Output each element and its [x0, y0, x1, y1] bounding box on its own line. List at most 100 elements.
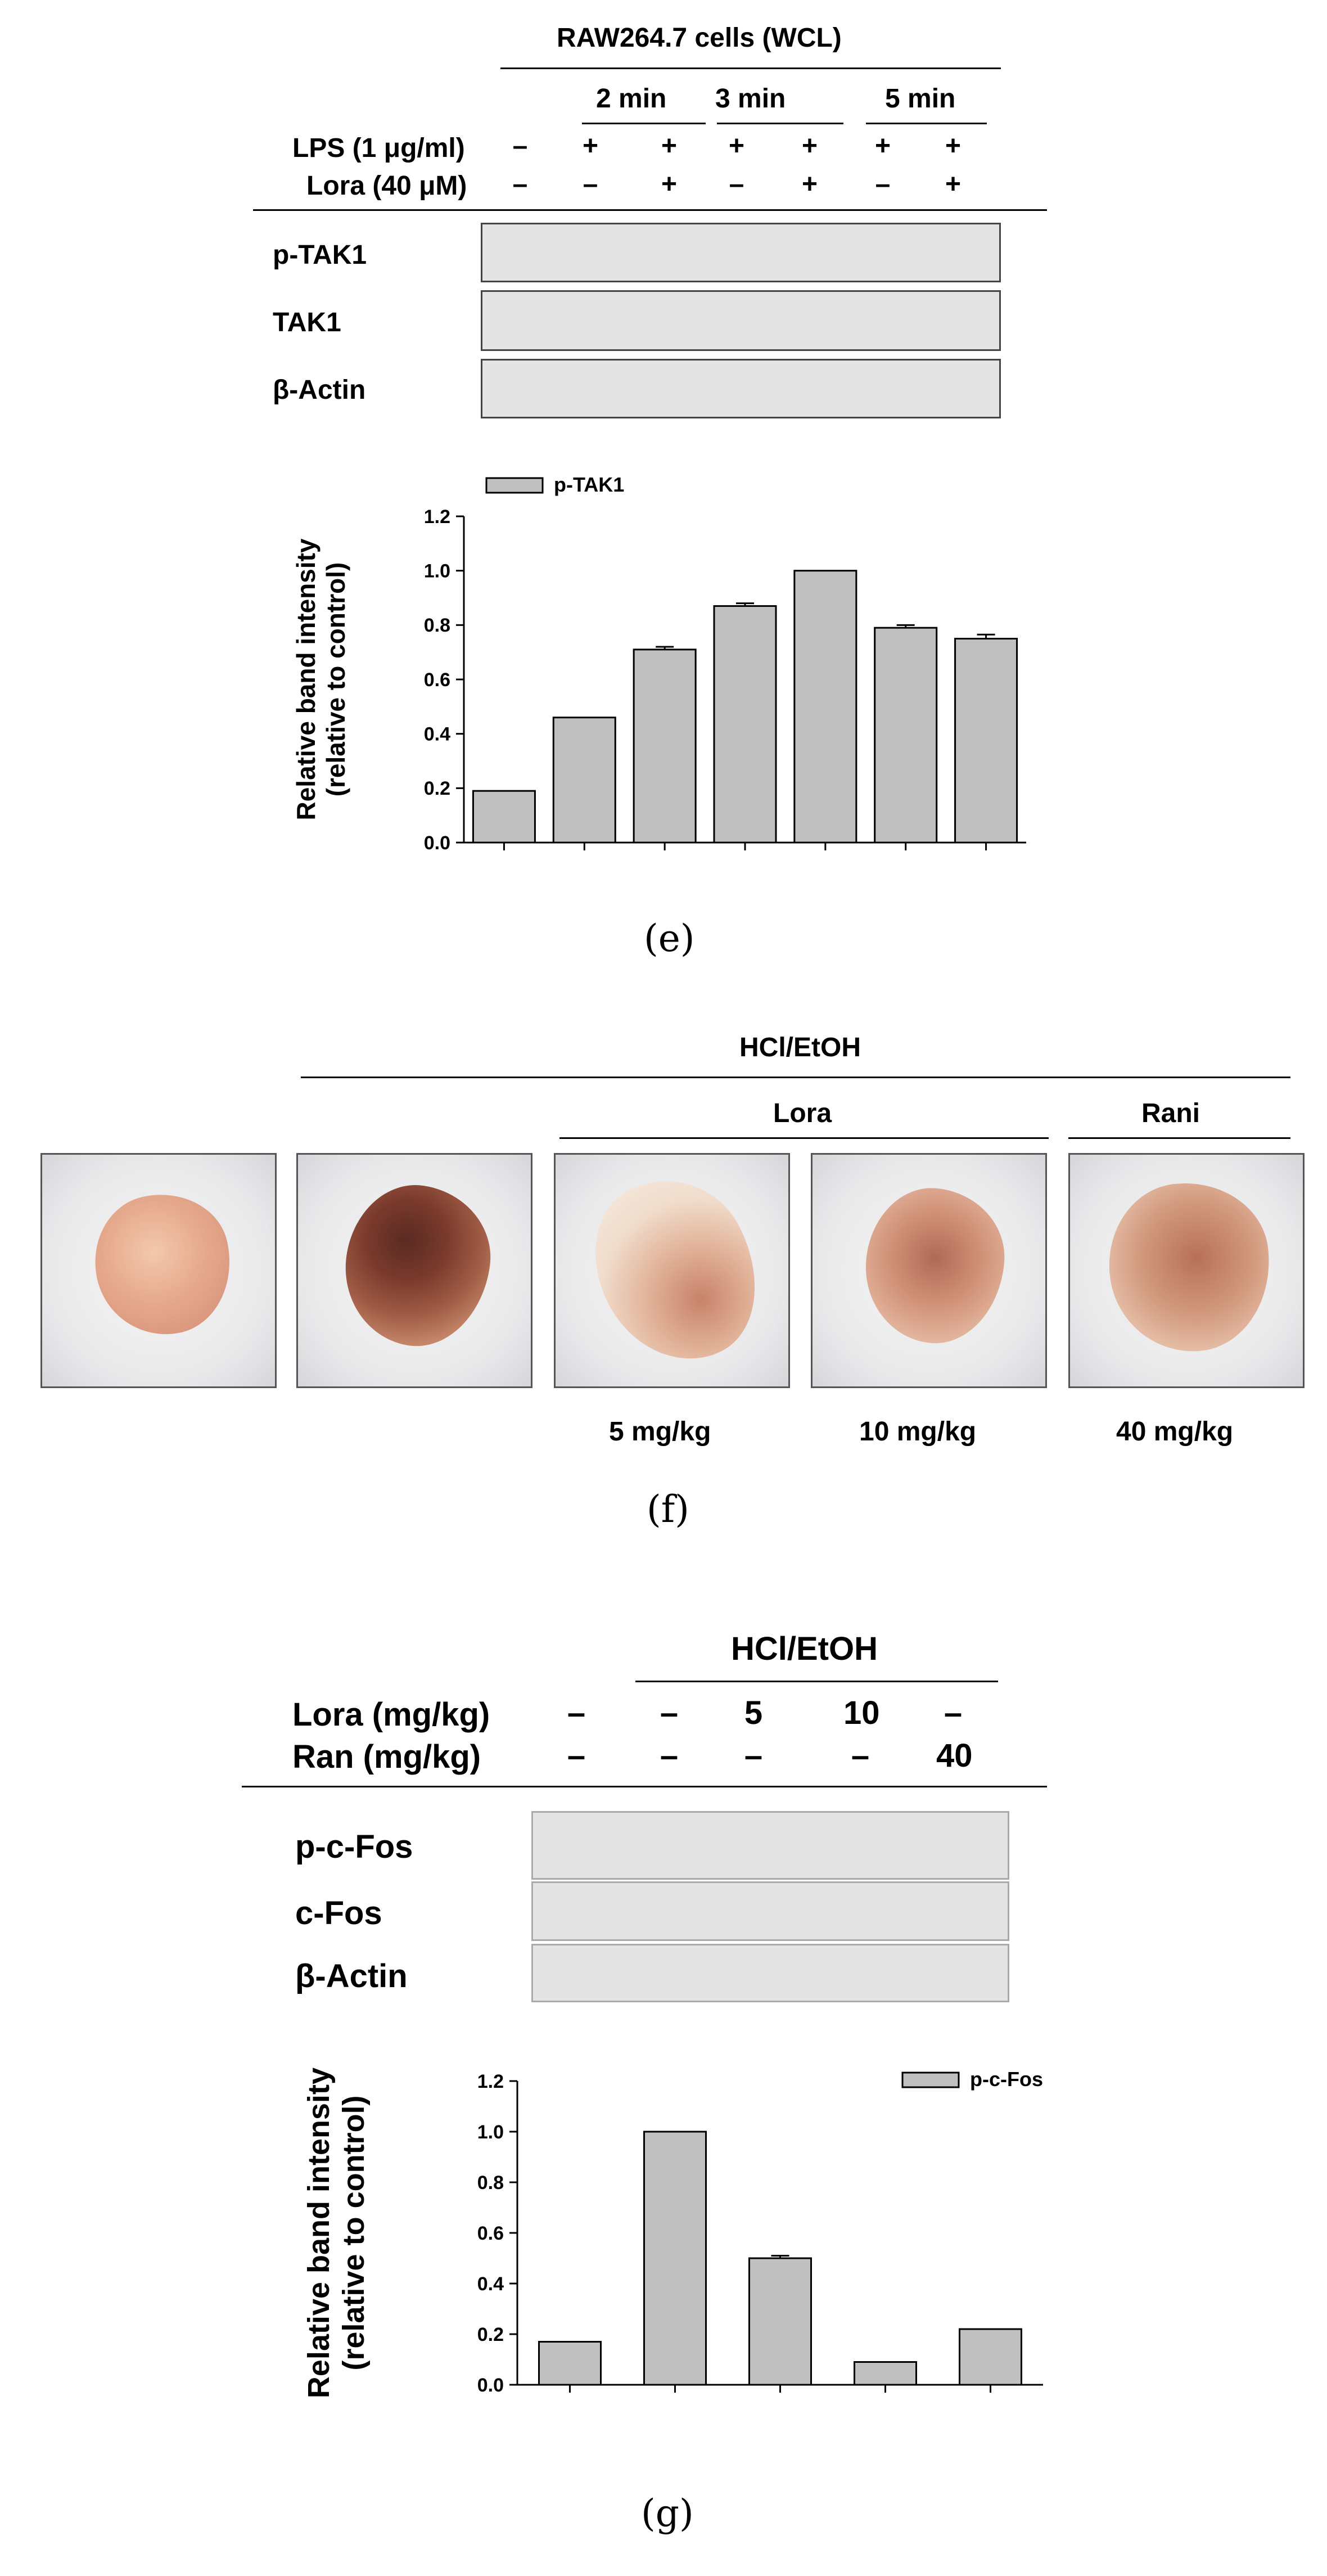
lora-dose-sign: 5	[744, 1695, 763, 1731]
lora-dose-sign: 10	[843, 1695, 880, 1731]
y-tick-label: 1.2	[477, 2071, 504, 2092]
panel-g-header: HCl/EtOH	[731, 1631, 878, 1667]
lora-dose-sign: –	[660, 1695, 679, 1731]
lps-sign: +	[874, 131, 891, 161]
group-line-rani	[1068, 1137, 1290, 1139]
y-axis-label: (relative to control)	[321, 562, 350, 797]
blot-band	[550, 1973, 629, 1974]
blot-label-tak1: TAK1	[273, 308, 341, 337]
blot-label-c-fos: c-Fos	[295, 1895, 382, 1931]
blot-band	[915, 1911, 988, 1912]
stomach-photo	[811, 1153, 1047, 1388]
bar	[854, 2361, 917, 2386]
stomach-photo	[1068, 1153, 1305, 1388]
lps-sign: +	[728, 131, 745, 161]
lora-dose-sign: –	[944, 1695, 963, 1731]
blot-band	[553, 1911, 626, 1912]
panel-e-header: RAW264.7 cells (WCL)	[557, 23, 842, 53]
bar	[793, 570, 857, 844]
row-label-lora: Lora (40 μM)	[306, 171, 467, 201]
legend-swatch	[485, 477, 544, 494]
bar	[748, 2257, 812, 2386]
panel-f-caption: (f)	[647, 1488, 689, 1531]
dose-label: 5 mg/kg	[609, 1417, 711, 1447]
stomach-photo	[296, 1153, 532, 1388]
lora-sign: –	[583, 169, 598, 199]
bar	[538, 2341, 602, 2386]
time-group-label: 2 min	[596, 84, 667, 114]
stomach-tissue	[335, 1176, 500, 1355]
y-tick-label: 0.6	[424, 669, 450, 691]
panel-e-header-line	[500, 67, 1001, 69]
ran-dose-sign: –	[567, 1737, 586, 1774]
y-tick-label: 0.2	[424, 778, 450, 799]
lora-sign: +	[945, 169, 962, 199]
stomach-photo	[40, 1153, 277, 1388]
y-tick-label: 0.0	[477, 2375, 504, 2396]
time-group-label: 3 min	[715, 84, 786, 114]
panel-f-header-line	[301, 1077, 1290, 1078]
panel-f-header: HCl/EtOH	[739, 1033, 861, 1062]
legend-label: p-c-Fos	[970, 2068, 1043, 2091]
lps-sign: +	[582, 131, 599, 161]
y-tick-label: 0.8	[424, 615, 450, 636]
blot-label-actin-g: β-Actin	[295, 1958, 408, 1994]
group-label-lora: Lora	[773, 1098, 832, 1128]
y-axis-label: Relative band intensity	[291, 538, 321, 820]
time-group-line	[582, 123, 706, 124]
blot-band	[640, 1973, 719, 1974]
lora-sign: +	[801, 169, 818, 199]
chart-p-tak1: 0.0 0.2 0.4 0.6 0.8 1.0 1.2 Relative band inten…	[291, 473, 1026, 854]
panel-g-caption: (g)	[641, 2492, 694, 2535]
blot-band	[638, 1845, 722, 1846]
bar	[472, 790, 536, 844]
bar	[713, 605, 777, 844]
panel-g-divider	[242, 1786, 1047, 1787]
bar	[954, 638, 1018, 844]
ran-dose-sign: –	[660, 1737, 679, 1774]
y-tick-label: 0.4	[424, 724, 450, 745]
y-axis-label: (relative to control)	[337, 2095, 371, 2370]
bar	[633, 648, 697, 844]
row-label-lps: LPS (1 μg/ml)	[292, 133, 465, 163]
blot-actin	[481, 359, 1001, 418]
panel-e-divider	[253, 209, 1047, 211]
lora-sign: –	[875, 169, 891, 199]
y-axis-label: Relative band intensity	[302, 2068, 336, 2398]
dose-label: 10 mg/kg	[859, 1417, 977, 1447]
group-line-lora	[559, 1137, 1049, 1139]
lora-sign: –	[512, 169, 528, 199]
blot-band	[824, 1911, 897, 1912]
stomach-photo	[554, 1153, 790, 1388]
group-label-rani: Rani	[1141, 1098, 1200, 1128]
legend-label: p-TAK1	[554, 473, 624, 496]
blot-band	[730, 1973, 811, 1974]
blot-p-c-fos	[531, 1811, 1009, 1880]
time-group-label: 5 min	[885, 84, 956, 114]
legend-swatch	[901, 2071, 960, 2088]
blot-tak1	[481, 290, 1001, 351]
lora-sign: –	[729, 169, 744, 199]
ran-dose-sign: 40	[936, 1737, 973, 1774]
blot-band	[822, 1973, 900, 1974]
stomach-tissue	[566, 1155, 787, 1386]
blot-band	[912, 1973, 991, 1974]
blot-band	[734, 1911, 807, 1912]
panel-e-caption: (e)	[644, 917, 695, 960]
lps-sign: +	[661, 131, 678, 161]
panel-g-header-line	[635, 1681, 998, 1682]
bar	[959, 2328, 1022, 2386]
bar	[874, 627, 938, 844]
stomach-tissue	[82, 1181, 244, 1348]
time-group-line	[717, 123, 843, 124]
y-tick-label: 1.0	[424, 561, 450, 582]
y-tick-label: 1.2	[424, 506, 450, 528]
blot-p-tak1	[481, 223, 1001, 282]
ran-dose-sign: –	[851, 1737, 870, 1774]
bar	[643, 2131, 707, 2386]
row-label-lora-dose: Lora (mg/kg)	[292, 1696, 490, 1733]
lora-sign: +	[661, 169, 678, 199]
time-group-line	[866, 123, 987, 124]
blot-label-p-c-fos: p-c-Fos	[295, 1829, 413, 1865]
stomach-tissue	[1101, 1174, 1278, 1360]
